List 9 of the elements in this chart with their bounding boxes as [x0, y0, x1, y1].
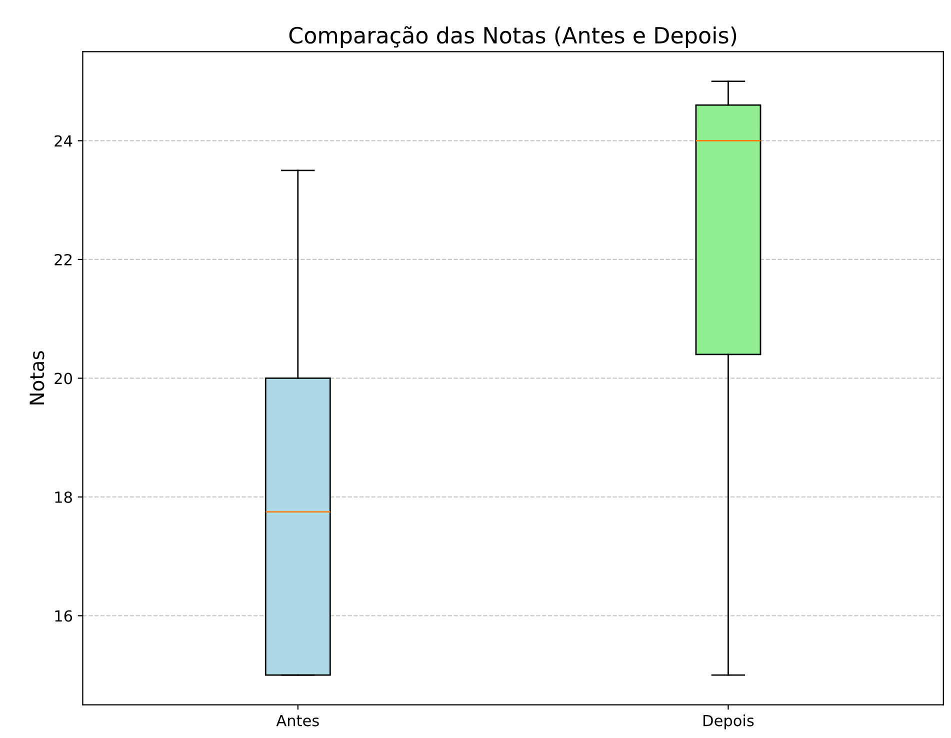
y-tick-label: 18 [55, 491, 72, 503]
y-tick-label: 22 [54, 254, 72, 266]
y-tick-label: 24 [54, 135, 72, 147]
y-axis-title: Notas [30, 351, 44, 404]
x-tick-label: Antes [276, 714, 319, 726]
y-tick-label: 20 [54, 372, 72, 384]
x-tick-label: Depois [704, 714, 754, 730]
chart-title: Comparação das Notas (Antes e Depois) [289, 26, 736, 48]
y-tick-label: 16 [55, 610, 72, 622]
